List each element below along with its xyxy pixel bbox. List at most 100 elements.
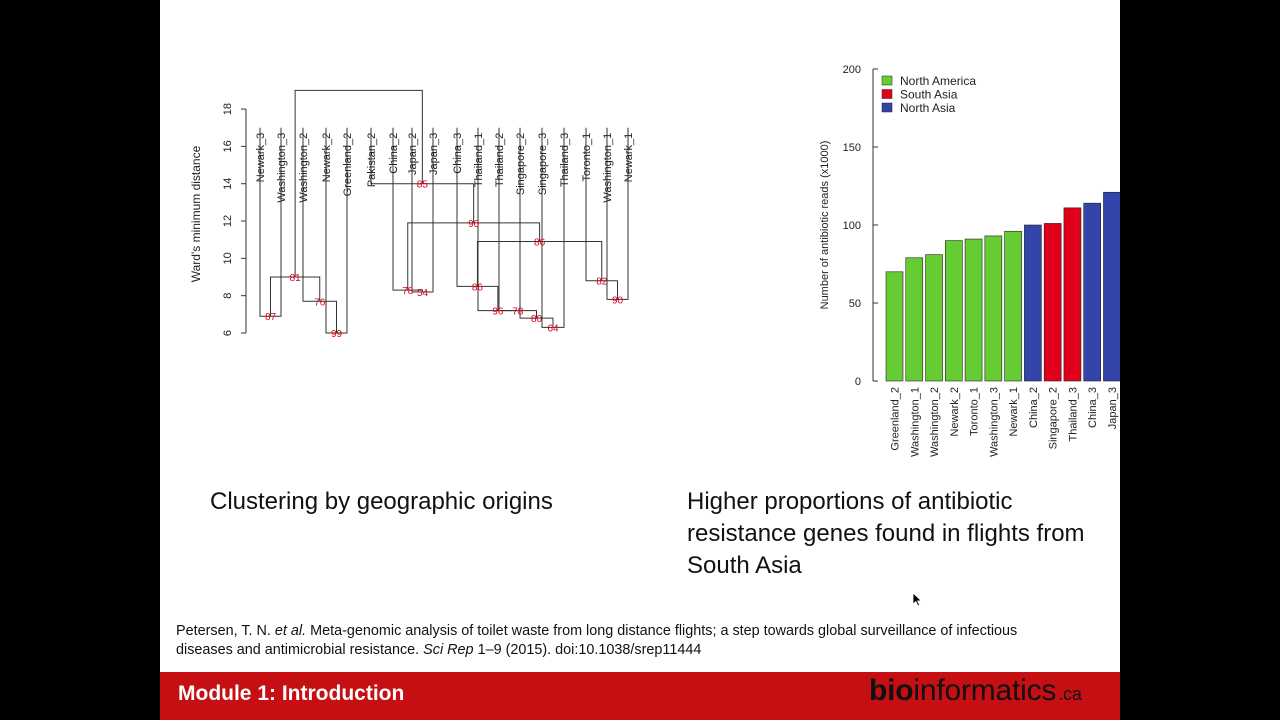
bar-category-label: Japan_3 [1107,387,1119,429]
bootstrap-support-label: 90 [612,295,624,306]
legend-label: North Asia [900,101,956,115]
bar [905,257,924,382]
dendrogram-link [294,89,423,278]
dendrogram-leaf-label: Thailand_2 [494,133,506,187]
bootstrap-support-label: 90 [468,219,480,230]
dendrogram-leaf-label: Washington_3 [276,133,288,203]
legend-swatch [881,89,893,99]
reference-authors: Petersen, T. N. [176,623,271,639]
bar-category-label: Washington_2 [929,387,941,457]
dendrogram-link [392,127,423,292]
bar [1083,202,1102,382]
bar [1004,230,1022,382]
bar [925,254,943,382]
dendrogram-y-tick-label: 16 [222,140,234,152]
dendrogram-leaf-label: Singapore_3 [537,133,549,195]
bar-category-label: Thailand_3 [1067,387,1079,441]
dendrogram-leaf-label: Japan_2 [407,133,419,175]
bootstrap-support-label: 76 [314,297,326,308]
dendrogram-link [259,127,282,317]
dendrogram-leaf-label: Singapore_2 [515,133,527,195]
bar-category-label: Toronto_1 [969,387,981,436]
left-caption: Clustering by geographic origins [210,488,553,515]
bar-category-label: Newark_1 [1008,387,1020,437]
dendrogram-leaf-label: Newark_1 [623,133,635,183]
bar-y-tick-label: 150 [843,142,861,154]
logo-bold-text: bio [869,674,914,707]
dendrogram-leaf-label: Thailand_1 [473,133,485,187]
dendrogram-leaf-label: Pakistan_2 [366,133,378,187]
legend-swatch [881,75,893,86]
slide: 6 8 10 12 14 16 18 Ward's minimum distance 87 99 7… [160,0,1120,720]
dendrogram-link [407,222,541,291]
bar-y-axis-label: Number of antibiotic reads (x1000) [819,141,831,310]
dendrogram-leaf-label: Washington_1 [602,133,614,203]
bar [885,271,904,382]
reference-etal: et al. [274,623,307,639]
bar-y-tick-label: 100 [843,220,861,232]
bar [1103,191,1120,382]
bar-category-label: Singapore_2 [1048,387,1060,449]
bar [1024,224,1042,382]
dendrogram-y-tick-label: 10 [222,252,234,264]
legend-label: North America [900,74,976,88]
bar-y-tick-label: 200 [843,64,861,76]
dendrogram-leaf-label: China_3 [452,133,464,174]
bar-category-label: Greenland_2 [890,387,902,451]
bioinformatics-logo: bioinformatics .ca [869,674,1082,708]
reference-title: Meta-genomic analysis of toilet waste fr… [176,623,1018,658]
bootstrap-support-label: 85 [417,180,429,191]
bar-y-tick-label: 0 [855,376,861,388]
dendrogram-y-tick-label: 6 [222,330,234,336]
logo-box: bioinformatics .ca [867,672,1120,720]
bootstrap-support-label: 54 [417,288,429,299]
dendrogram-leaf-label: Toronto_1 [581,133,593,182]
logo-tld-text: .ca [1058,684,1082,704]
legend-swatch [881,102,893,113]
bar-category-label: Washington_3 [988,387,1000,457]
bar-chart: 0 50 100 150 200 Number of antibiotic reads (… [819,64,1120,457]
reference-citation: Petersen, T. N. et al. Meta-genomic anal… [176,622,1076,660]
mouse-pointer-icon [912,592,923,607]
dendrogram-leaf-label: Newark_2 [321,133,333,183]
dendrogram-y-tick-label: 12 [222,215,234,227]
reference-details: 1–9 (2015). doi:10.1038/srep11444 [477,642,702,658]
bar-category-label: China_3 [1087,387,1099,428]
bootstrap-support-label: 78 [402,286,414,297]
dendrogram-y-tick-label: 14 [222,178,234,190]
bootstrap-support-label: 81 [290,273,302,284]
legend-label: South Asia [900,88,958,102]
footer-bar: Module 1: Introduction bioinformatics .ca [160,672,1120,720]
dendrogram-leaf-label: Thailand_3 [559,133,571,187]
bar-category-label: Newark_2 [949,387,961,437]
dendrogram-leaf-label: Greenland_2 [342,133,354,197]
module-title: Module 1: Introduction [178,682,405,705]
dendrogram-link [302,127,337,333]
bootstrap-support-label: 82 [596,277,608,288]
dendrogram-link [411,127,434,293]
bootstrap-support-label: 96 [492,307,504,318]
bar-category-label: Washington_1 [909,387,921,457]
bar [1063,207,1082,382]
bootstrap-support-label: 86 [534,238,546,249]
dendrogram-leaf-label: Newark_3 [255,133,267,183]
dendrogram-leaf-label: Japan_3 [428,133,440,175]
dendrogram-leaf-label: China_2 [388,133,400,174]
bar [984,235,1003,382]
bar [1043,223,1062,382]
right-caption: Higher proportions of antibiotic resista… [687,488,1085,579]
dendrogram-link [270,276,321,317]
bootstrap-support-label: 78 [512,307,524,318]
reference-journal: Sci Rep [423,642,474,658]
dendrogram-y-axis-label: Ward's minimum distance [189,145,203,282]
dendrogram-link [370,127,475,223]
dendrogram-y-tick-label: 8 [222,293,234,299]
bootstrap-support-label: 86 [472,282,484,293]
dendrogram-chart: 6 8 10 12 14 16 18 Ward's minimum distance 87 99 7… [189,89,635,340]
bar-y-tick-label: 50 [849,298,861,310]
bar [964,238,983,382]
logo-regular-text: informatics [913,674,1057,707]
bar-category-label: China_2 [1028,387,1040,428]
bootstrap-support-label: 99 [331,329,343,340]
bootstrap-support-label: 80 [531,314,543,325]
